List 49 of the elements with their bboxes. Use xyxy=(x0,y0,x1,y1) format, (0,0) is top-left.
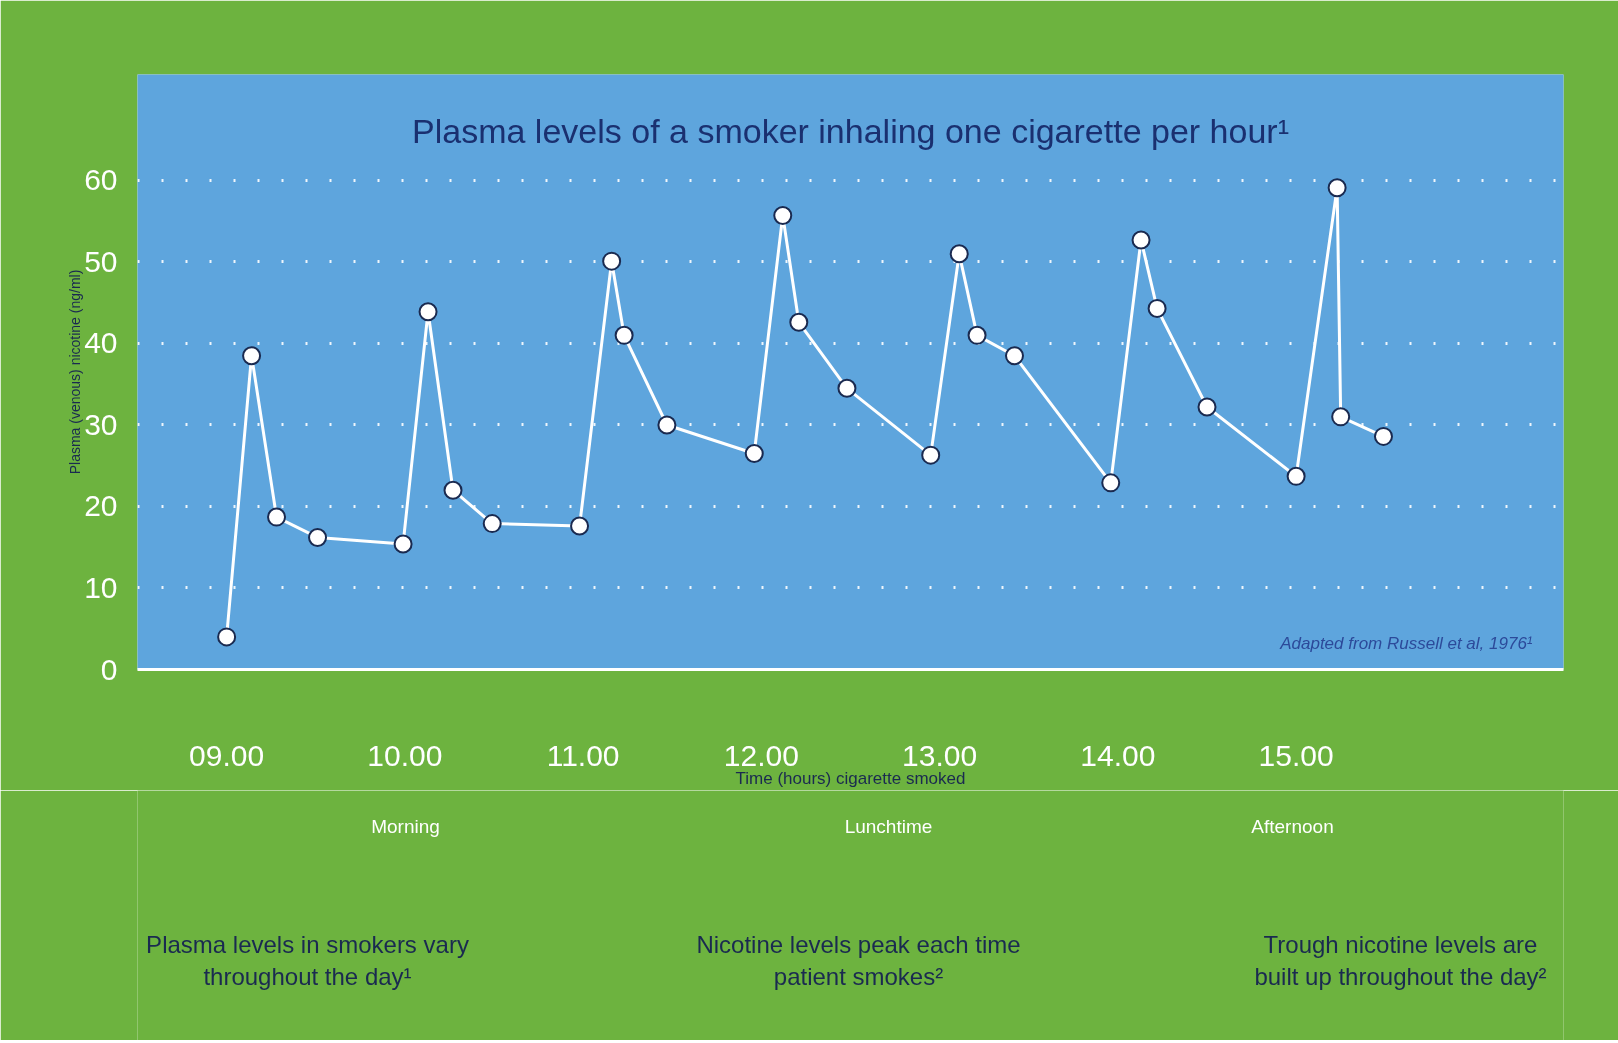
y-tick-label: 30 xyxy=(84,407,118,441)
point xyxy=(789,312,809,332)
point xyxy=(614,325,634,345)
point xyxy=(308,527,328,547)
x-tick-label: 09.00 xyxy=(189,738,265,772)
y-tick-label: 40 xyxy=(84,326,118,360)
point xyxy=(837,378,857,398)
y-tick-label: 0 xyxy=(100,652,118,686)
point xyxy=(443,480,463,500)
point xyxy=(744,444,764,463)
point xyxy=(602,251,622,271)
y-axis-title: Plasma (venous) nicotine (ng/ml) xyxy=(67,269,84,475)
point xyxy=(217,627,237,647)
x-tick-label: 14.00 xyxy=(1080,738,1156,772)
text: Lunchtime xyxy=(844,815,933,837)
x-tick-label: 15.00 xyxy=(1258,738,1334,772)
point xyxy=(393,534,413,554)
annotation: Adapted from Russell et al, 1976¹ xyxy=(1279,633,1533,653)
point xyxy=(418,302,438,322)
text: Morning xyxy=(371,815,440,837)
point xyxy=(967,325,987,345)
point xyxy=(1147,298,1167,318)
point xyxy=(1004,346,1024,366)
point xyxy=(1131,230,1151,250)
point xyxy=(1101,473,1121,493)
point xyxy=(1197,397,1217,417)
point xyxy=(657,415,677,435)
point xyxy=(1331,407,1351,427)
point xyxy=(570,516,590,536)
x-tick-label: 11.00 xyxy=(546,738,620,772)
text: Nicotine levels peak each time patient smokes² xyxy=(696,930,1021,990)
point xyxy=(921,445,941,465)
text: Trough nicotine levels are built up throughout the day² xyxy=(1254,930,1547,990)
point xyxy=(242,346,262,366)
point xyxy=(1373,426,1393,446)
text: Plasma levels in smokers vary throughout the day¹ xyxy=(146,930,469,990)
x-tick-label: 10.00 xyxy=(367,738,443,772)
y-tick-label: 20 xyxy=(84,489,118,523)
point xyxy=(482,514,502,534)
point xyxy=(949,244,969,264)
y-tick-label: 50 xyxy=(84,244,118,278)
y-tick-label: 60 xyxy=(84,163,118,197)
y-tick-label: 10 xyxy=(84,570,118,604)
point xyxy=(773,206,793,225)
point xyxy=(267,507,287,527)
text: Afternoon xyxy=(1251,815,1334,837)
point xyxy=(1286,466,1306,486)
text: Plasma levels of a smoker inhaling one cigarette per hour¹ xyxy=(412,111,1289,150)
point xyxy=(1327,178,1347,198)
